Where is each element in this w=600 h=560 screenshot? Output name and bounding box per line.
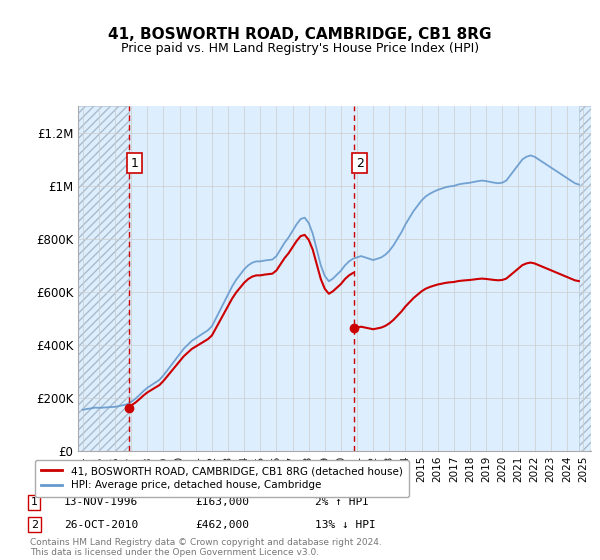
Text: 2: 2	[31, 520, 38, 530]
Legend: 41, BOSWORTH ROAD, CAMBRIDGE, CB1 8RG (detached house), HPI: Average price, deta: 41, BOSWORTH ROAD, CAMBRIDGE, CB1 8RG (d…	[35, 460, 409, 497]
Text: 1: 1	[131, 157, 139, 170]
Text: £163,000: £163,000	[195, 497, 249, 507]
Text: 1: 1	[31, 497, 38, 507]
Text: Price paid vs. HM Land Registry's House Price Index (HPI): Price paid vs. HM Land Registry's House …	[121, 42, 479, 55]
Text: 13% ↓ HPI: 13% ↓ HPI	[315, 520, 376, 530]
Bar	[78, 106, 129, 451]
Bar	[579, 106, 591, 451]
Text: 2% ↑ HPI: 2% ↑ HPI	[315, 497, 369, 507]
Text: Contains HM Land Registry data © Crown copyright and database right 2024.
This d: Contains HM Land Registry data © Crown c…	[30, 538, 382, 557]
Text: £462,000: £462,000	[195, 520, 249, 530]
Text: 41, BOSWORTH ROAD, CAMBRIDGE, CB1 8RG: 41, BOSWORTH ROAD, CAMBRIDGE, CB1 8RG	[108, 27, 492, 42]
Text: 26-OCT-2010: 26-OCT-2010	[64, 520, 139, 530]
Text: 2: 2	[356, 157, 364, 170]
Text: 13-NOV-1996: 13-NOV-1996	[64, 497, 139, 507]
